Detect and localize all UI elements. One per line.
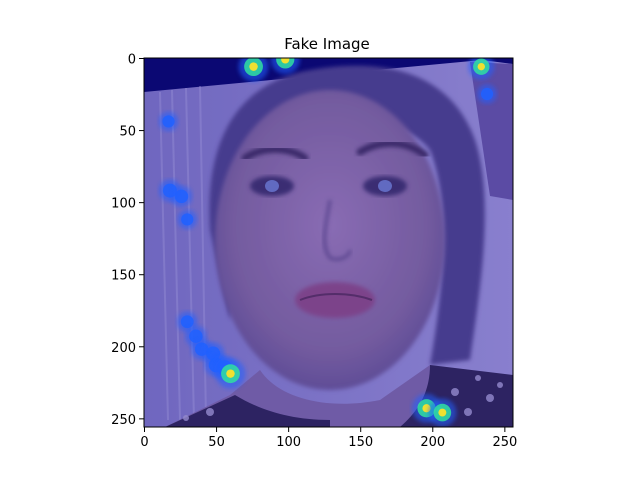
- y-tick-label: 100: [111, 197, 136, 212]
- hotspot-core: [249, 62, 258, 71]
- x-tick-label: 100: [276, 435, 301, 450]
- x-axis: 0 50 100 150 200 250: [140, 427, 517, 450]
- hotspot-core: [281, 58, 290, 64]
- hotspot: [181, 213, 194, 226]
- hotspot-core: [477, 62, 485, 71]
- x-tick-label: 200: [420, 435, 445, 450]
- x-tick-label: 150: [348, 435, 373, 450]
- overlay-tint: [144, 58, 513, 427]
- hotspot: [174, 189, 189, 204]
- hotspot-core: [226, 369, 235, 378]
- plot-frame: [143, 57, 514, 428]
- face-photo: [144, 60, 513, 427]
- heatmap-image: [144, 58, 513, 427]
- hotspot: [180, 315, 194, 329]
- y-tick-label: 0: [128, 53, 136, 68]
- hotspot-core: [438, 408, 447, 417]
- x-tick-label: 50: [208, 435, 225, 450]
- hotspot: [162, 115, 175, 128]
- y-tick-label: 250: [111, 413, 136, 428]
- chart-title: Fake Image: [284, 35, 370, 53]
- x-tick-label: 0: [140, 435, 148, 450]
- y-tick-label: 50: [119, 125, 136, 140]
- x-tick-label: 250: [492, 435, 517, 450]
- hotspot: [480, 87, 494, 101]
- y-axis: 0 50 100 150 200 250: [111, 53, 144, 428]
- hotspot-layer: [158, 58, 497, 427]
- y-tick-label: 200: [111, 341, 136, 356]
- y-tick-label: 150: [111, 269, 136, 284]
